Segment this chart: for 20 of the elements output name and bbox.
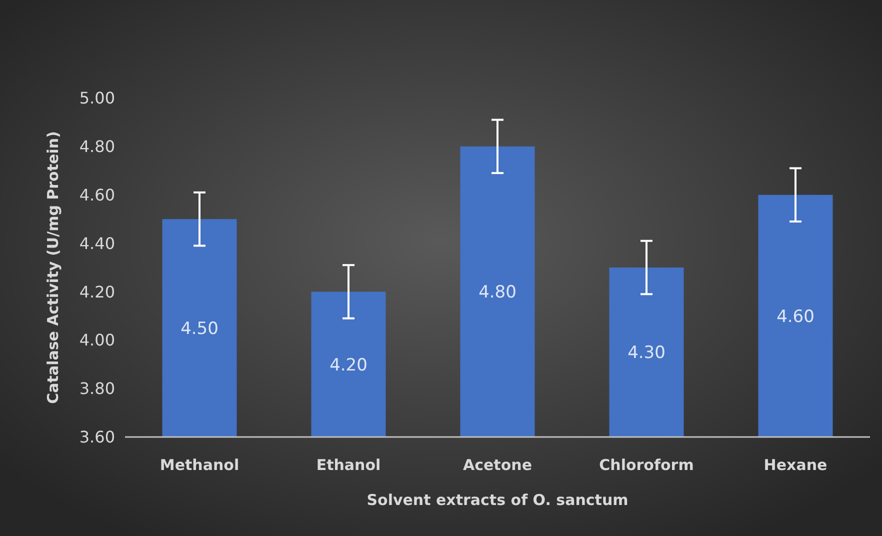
x-axis-title: Solvent extracts of O. sanctum xyxy=(366,491,628,509)
y-axis-title: Catalase Activity (U/mg Protein) xyxy=(44,131,62,404)
x-tick-label: Ethanol xyxy=(316,456,381,474)
x-tick-label: Acetone xyxy=(462,456,532,474)
y-tick-label: 3.60 xyxy=(79,428,115,447)
data-label: 4.20 xyxy=(330,355,368,376)
y-tick-label: 3.80 xyxy=(79,379,115,398)
y-tick-label: 4.00 xyxy=(79,330,115,350)
y-tick-label: 4.80 xyxy=(79,137,115,156)
x-tick-label: Chloroform xyxy=(599,456,694,474)
y-tick-label: 4.20 xyxy=(79,282,115,302)
data-label: 4.50 xyxy=(180,318,218,339)
data-label: 4.30 xyxy=(628,343,666,364)
y-tick-label: 4.40 xyxy=(79,234,115,253)
x-tick-label: Methanol xyxy=(160,456,240,474)
y-tick-label: 4.60 xyxy=(79,185,115,204)
data-label: 4.60 xyxy=(776,306,814,327)
x-tick-label: Hexane xyxy=(764,456,828,474)
data-label: 4.80 xyxy=(478,282,516,303)
y-tick-label: 5.00 xyxy=(79,88,115,108)
